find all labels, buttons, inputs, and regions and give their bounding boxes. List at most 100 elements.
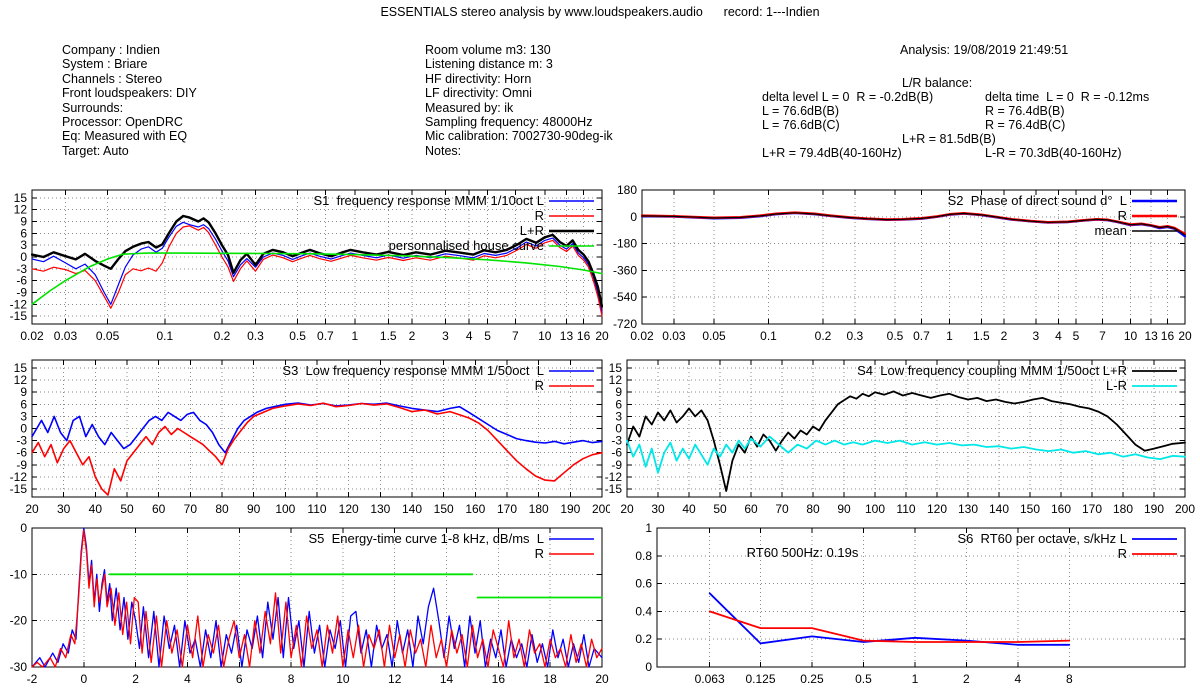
svg-text:L-R: L-R [1106, 378, 1127, 393]
svg-text:9: 9 [20, 385, 27, 399]
svg-text:13: 13 [560, 329, 574, 343]
svg-text:R: R [535, 546, 544, 561]
svg-text:R: R [1118, 546, 1127, 561]
listening-distance-line: Listening distance m: 3 [425, 57, 553, 72]
delta-time-value: delta time L = 0 R = -0.12ms [985, 90, 1150, 104]
svg-text:12: 12 [14, 203, 28, 217]
svg-text:-720: -720 [613, 317, 637, 331]
svg-text:R: R [1118, 208, 1127, 223]
svg-text:16: 16 [492, 672, 506, 686]
svg-text:1.5: 1.5 [973, 329, 990, 343]
svg-text:S3 Low frequency response MMM: S3 Low frequency response MMM 1/50oct L [282, 363, 544, 378]
svg-text:0.1: 0.1 [760, 329, 777, 343]
info-room-block: Room volume m3: 130 Listening distance m… [425, 43, 613, 158]
svg-text:5: 5 [484, 329, 491, 343]
svg-text:2: 2 [1001, 329, 1008, 343]
svg-text:110: 110 [307, 502, 326, 516]
svg-text:S2 Phase of direct sound d°: S2 Phase of direct sound d° L [948, 193, 1127, 208]
lr-balance-title: L/R balance: [902, 76, 973, 90]
svg-text:-6: -6 [16, 274, 27, 288]
svg-text:20: 20 [595, 672, 609, 686]
svg-text:-15: -15 [605, 482, 623, 496]
room-volume-line: Room volume m3: 130 [425, 43, 551, 57]
chart-s1-frequency-response: 0.02 0.03 0.05 0.1 0.2 0.3 0.5 0.7 1 1.5 2 3 4 5 7 10 13… [2, 180, 610, 353]
channels-line: Channels : Stereo [62, 71, 163, 86]
company-line: Company : Indien [62, 43, 160, 57]
svg-text:0: 0 [20, 250, 27, 264]
svg-text:0.125: 0.125 [746, 672, 776, 686]
svg-text:60: 60 [152, 502, 166, 516]
svg-text:20: 20 [595, 329, 609, 343]
level-l-b-value: L = 76.6dB(B) [762, 104, 840, 118]
svg-text:-360: -360 [613, 263, 637, 277]
svg-text:120: 120 [339, 502, 359, 516]
svg-text:170: 170 [497, 502, 517, 516]
svg-text:40: 40 [89, 502, 103, 516]
svg-text:0.7: 0.7 [317, 329, 334, 343]
chart-s3-low-frequency-response: 20 30 40 50 60 70 80 90 100 110 120 130 140 150 160 170… [2, 352, 612, 529]
svg-text:-2: -2 [27, 672, 38, 686]
svg-text:110: 110 [896, 502, 915, 516]
svg-text:0.5: 0.5 [289, 329, 306, 343]
svg-text:140: 140 [989, 502, 1009, 516]
eq-line: Eq: Measured with EQ [62, 129, 188, 144]
svg-text:3: 3 [20, 409, 27, 423]
s4-plot-svg: 20 30 40 50 60 70 80 90 100 110 120 130 140 150 160 170… [605, 359, 1195, 516]
svg-text:90: 90 [837, 502, 851, 516]
svg-text:12: 12 [609, 373, 623, 387]
sampling-frequency-line: Sampling frequency: 48000Hz [425, 115, 593, 130]
svg-text:200: 200 [592, 502, 610, 516]
svg-text:8: 8 [288, 672, 295, 686]
svg-text:1: 1 [912, 672, 919, 686]
svg-text:140: 140 [402, 502, 422, 516]
svg-text:170: 170 [1082, 502, 1102, 516]
svg-text:1: 1 [351, 329, 358, 343]
svg-text:-15: -15 [10, 482, 28, 496]
svg-text:0.05: 0.05 [96, 329, 120, 343]
svg-text:20: 20 [1178, 329, 1192, 343]
svg-text:70: 70 [775, 502, 789, 516]
svg-text:90: 90 [247, 502, 261, 516]
svg-text:1: 1 [645, 521, 652, 535]
svg-text:40: 40 [682, 502, 696, 516]
svg-text:0: 0 [20, 422, 27, 436]
svg-text:80: 80 [806, 502, 820, 516]
lf-directivity-line: LF directivity: Omni [425, 86, 532, 101]
svg-text:-6: -6 [611, 446, 622, 460]
svg-text:10: 10 [1124, 329, 1138, 343]
level-diff-lf-value: L-R = 70.3dB(40-160Hz) [985, 146, 1122, 160]
svg-text:0.2: 0.2 [635, 632, 652, 646]
svg-text:0.1: 0.1 [156, 329, 173, 343]
svg-text:2: 2 [132, 672, 139, 686]
chart-s5-energy-time-curve: -2 0 2 4 6 8 10 12 14 16 18 20 0 -10 -20 -30 S5 Energy-t… [2, 520, 610, 700]
svg-text:S1 frequency response MMM 1/1: S1 frequency response MMM 1/10oct L [313, 193, 544, 208]
svg-text:180: 180 [617, 183, 637, 197]
measured-by-line: Measured by: ik [425, 100, 514, 115]
front-speakers-line: Front loudspeakers: DIY [62, 86, 197, 101]
mic-calibration-line: Mic calibration: 7002730-90deg-ik [425, 129, 613, 144]
svg-text:7: 7 [1099, 329, 1106, 343]
svg-text:-9: -9 [16, 285, 27, 299]
svg-text:0.25: 0.25 [800, 672, 824, 686]
svg-text:RT60 500Hz: 0.19s: RT60 500Hz: 0.19s [747, 545, 859, 560]
svg-text:S5 Energy-time curve 1-8 kHz,: S5 Energy-time curve 1-8 kHz, dB/ms L [308, 531, 544, 546]
svg-text:20: 20 [25, 502, 39, 516]
svg-text:-10: -10 [10, 567, 28, 581]
svg-text:3: 3 [442, 329, 449, 343]
svg-text:6: 6 [20, 397, 27, 411]
svg-text:160: 160 [465, 502, 485, 516]
svg-text:15: 15 [14, 361, 28, 375]
svg-text:0.03: 0.03 [662, 329, 686, 343]
svg-text:100: 100 [865, 502, 885, 516]
svg-text:60: 60 [744, 502, 758, 516]
svg-text:6: 6 [20, 226, 27, 240]
svg-text:130: 130 [370, 502, 390, 516]
s1-plot-svg: 0.02 0.03 0.05 0.1 0.2 0.3 0.5 0.7 1 1.5 2 3 4 5 7 10 13… [10, 189, 609, 343]
svg-text:0.6: 0.6 [635, 577, 652, 591]
svg-text:1: 1 [946, 329, 953, 343]
svg-text:120: 120 [927, 502, 947, 516]
svg-text:15: 15 [609, 361, 623, 375]
svg-text:0.8: 0.8 [635, 549, 652, 563]
